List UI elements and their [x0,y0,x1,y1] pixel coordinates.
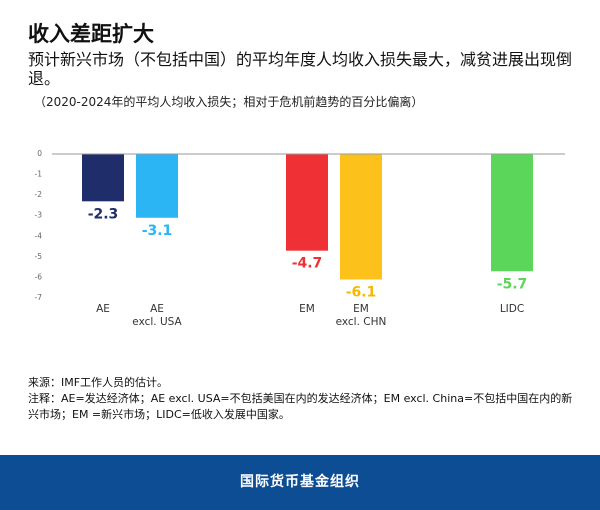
x-tick-label: EM [299,303,315,315]
source: 来源：IMF工作人员的估计。 [28,376,169,389]
bar [136,154,178,218]
value-label: -4.7 [292,256,323,272]
y-tick-label: -4 [35,231,43,240]
title: 收入差距扩大 [28,22,154,46]
y-tick-label: 0 [37,149,42,158]
bar [491,154,533,272]
footer: 国际货币基金组织 [0,455,600,510]
value-label: -6.1 [346,284,377,300]
value-label: -3.1 [142,223,173,239]
bar [286,154,328,251]
value-label: -5.7 [497,276,528,292]
y-tick-label: -6 [35,272,43,281]
y-tick-label: -5 [35,252,43,261]
x-tick-label: EM excl. CHN [335,303,387,328]
bar [82,154,124,202]
x-tick-label: AE [96,303,110,315]
y-tick-label: -1 [35,170,43,179]
x-tick-label: LIDC [499,303,525,315]
note: 注释：AE=发达经济体；AE excl. USA=不包括美国在内的发达经济体；E… [28,392,573,421]
y-tick-label: -7 [35,293,43,302]
subtitle: 预计新兴市场（不包括中国）的平均年度人均收入损失最大，减贫进展出现倒退。 [28,50,573,88]
value-label: -2.3 [88,206,119,222]
chart: 0 -1 -2 -3 -4 -5 -6 -7 -2.3 -3.1 -4.7 -6.1 -5.7 [35,149,565,302]
y-tick-label: -2 [35,190,43,199]
bar [340,154,382,280]
x-tick-label: AE excl. USA [132,303,182,328]
chart-title: （2020-2024年的平均人均收入损失；相对于危机前趋势的百分比偏离） [34,95,424,109]
y-tick-label: -3 [35,211,43,220]
